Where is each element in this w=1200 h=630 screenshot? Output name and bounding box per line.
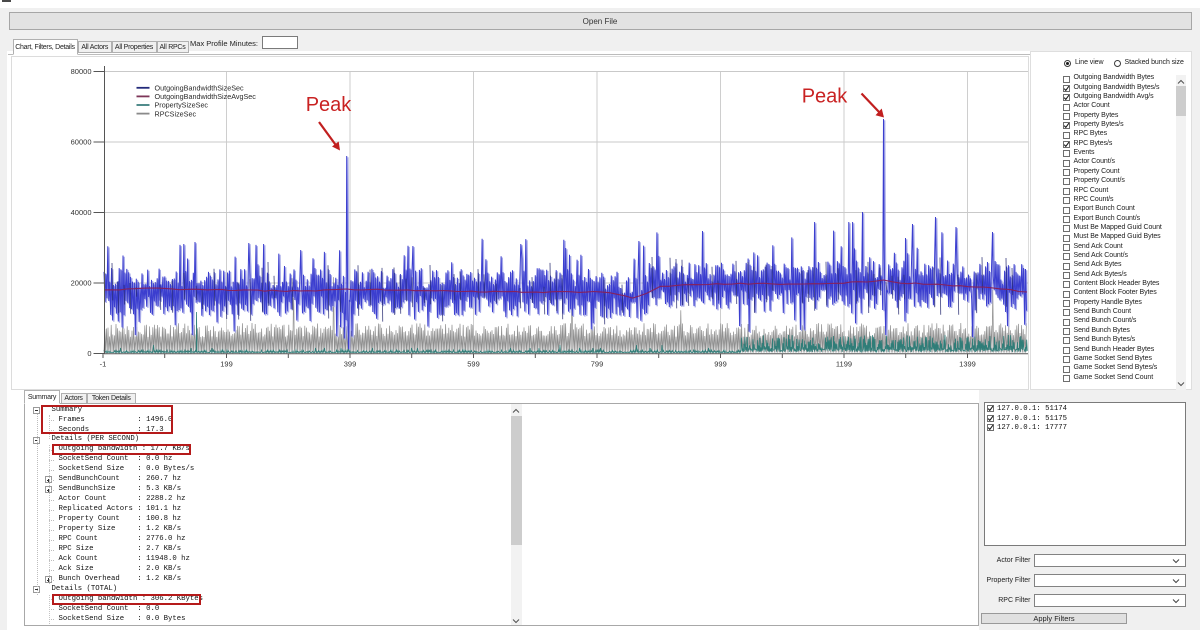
svg-text:999: 999	[714, 360, 727, 369]
svg-text:Peak: Peak	[305, 94, 352, 116]
svg-text:OutgoingBandwidthSizeAvgSec: OutgoingBandwidthSizeAvgSec	[154, 92, 256, 101]
svg-text:599: 599	[467, 360, 480, 369]
svg-text:60000: 60000	[70, 138, 91, 147]
svg-text:20000: 20000	[70, 279, 91, 288]
svg-text:40000: 40000	[70, 208, 91, 217]
svg-text:799: 799	[590, 360, 603, 369]
svg-text:399: 399	[343, 360, 356, 369]
svg-text:Peak: Peak	[801, 86, 848, 108]
svg-text:PropertySizeSec: PropertySizeSec	[154, 101, 208, 110]
svg-text:OutgoingBandwidthSizeSec: OutgoingBandwidthSizeSec	[154, 84, 244, 93]
svg-text:RPCSizeSec: RPCSizeSec	[154, 109, 196, 118]
svg-text:1199: 1199	[835, 360, 851, 369]
svg-text:1399: 1399	[959, 360, 976, 369]
svg-text:80000: 80000	[70, 67, 91, 76]
svg-text:0: 0	[87, 349, 91, 358]
svg-text:-1: -1	[99, 360, 106, 369]
svg-text:199: 199	[220, 360, 233, 369]
